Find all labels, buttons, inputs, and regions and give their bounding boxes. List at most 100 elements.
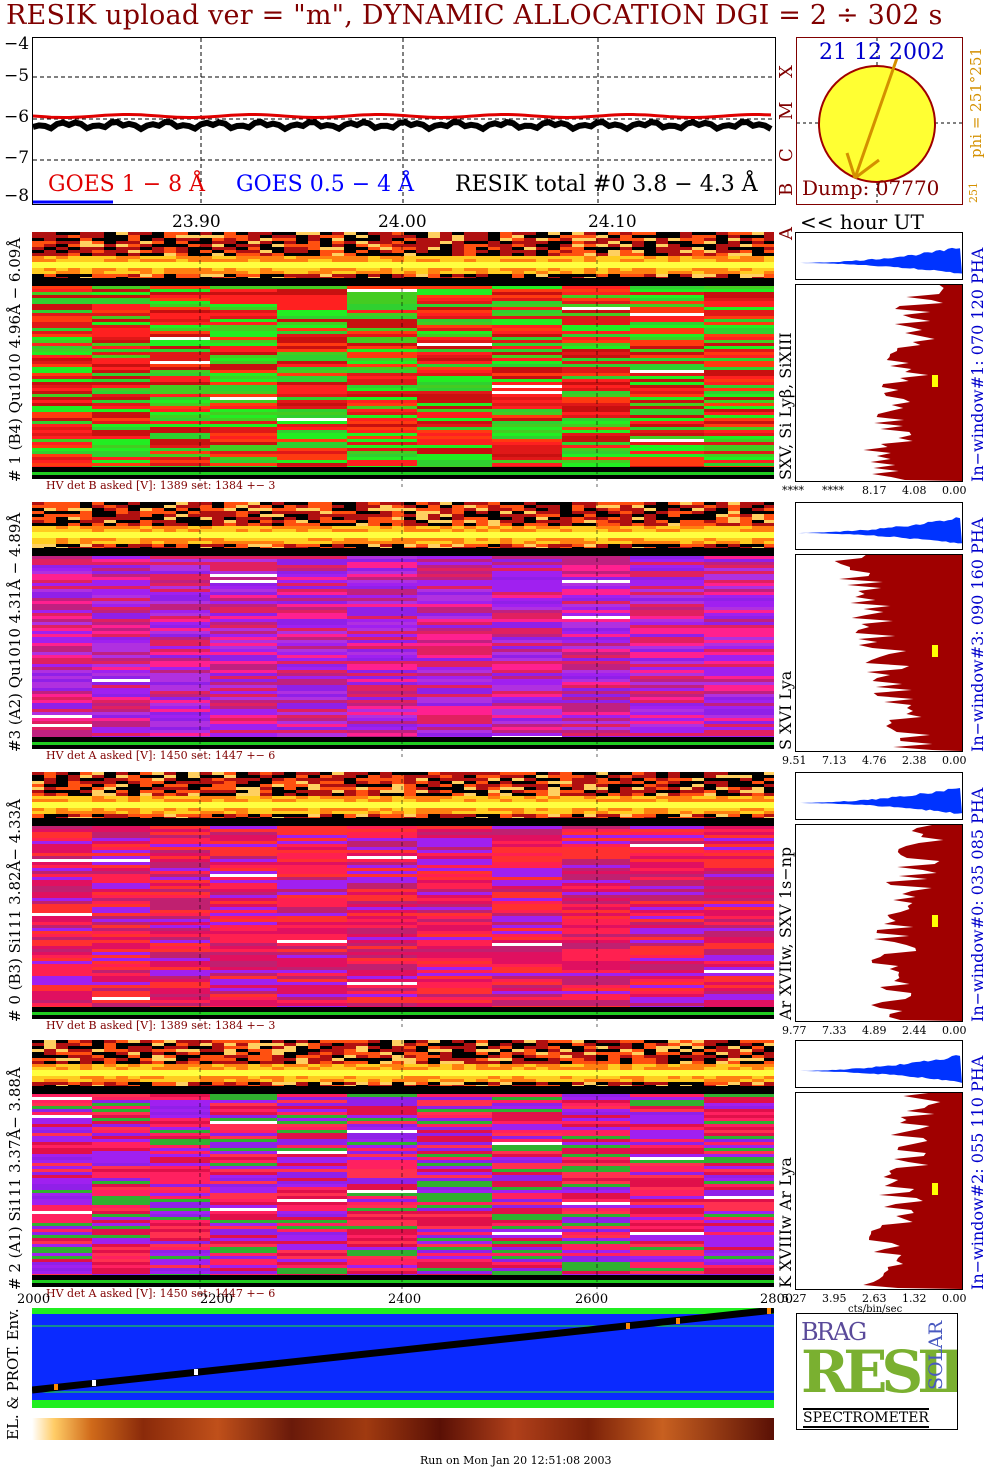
pha-histogram-large bbox=[795, 824, 963, 1022]
pha-histogram-small bbox=[795, 772, 963, 820]
hv-status: HV det B asked [V]: 1389 set: 1384 +− 3 bbox=[46, 479, 276, 492]
class-letter: C bbox=[776, 148, 797, 162]
spectrogram-image bbox=[32, 1040, 774, 1295]
histogram-tick: 5.27 bbox=[782, 1292, 807, 1305]
line-identifier: K XVIIIw Ar Lya bbox=[776, 1157, 795, 1288]
sun-panel: 21 12 2002 Dump: 07770 bbox=[796, 37, 963, 205]
histogram-tick: 0.00 bbox=[942, 1292, 967, 1305]
channel-label: # 2 (A1) Si111 3.37Å− 3.88Å bbox=[6, 1067, 24, 1290]
hour-tick: 24.00 bbox=[378, 212, 427, 232]
bottom-tick: 2000 bbox=[17, 1292, 51, 1307]
sun-pointer bbox=[854, 158, 880, 180]
histogram-tick: 4.89 bbox=[862, 1024, 887, 1037]
histogram-tick: 4.76 bbox=[862, 754, 887, 767]
env-marker bbox=[194, 1369, 198, 1375]
channel-label: # 1 (B4) Qu1010 4.96Å − 6.09Å bbox=[6, 237, 24, 482]
pha-histogram-large bbox=[795, 284, 963, 482]
spectrogram-image bbox=[32, 232, 774, 487]
logo-side: SOLAR bbox=[925, 1320, 947, 1390]
env-marker bbox=[676, 1318, 680, 1324]
resik-logo: BRAG RESIK SOLAR SPECTROMETER bbox=[796, 1313, 958, 1430]
spectral-panel: HV det A asked [V]: 1450 set: 1447 +− 6 #… bbox=[0, 502, 1004, 767]
histogram-tick: **** bbox=[782, 484, 804, 497]
ytick-label: −7 bbox=[4, 148, 30, 168]
hour-tick: 24.10 bbox=[588, 212, 637, 232]
hour-tick: 23.90 bbox=[172, 212, 221, 232]
class-letter: B bbox=[776, 182, 797, 196]
ytick-label: −4 bbox=[4, 34, 30, 54]
environment-svg bbox=[32, 1308, 774, 1408]
histogram-tick: 0.00 bbox=[942, 754, 967, 767]
date-label: 21 12 2002 bbox=[819, 40, 945, 65]
env-marker bbox=[767, 1308, 771, 1314]
histogram-tick: 0.00 bbox=[942, 1024, 967, 1037]
hv-status: HV det B asked [V]: 1389 set: 1384 +− 3 bbox=[46, 1019, 276, 1032]
line-identifier: S XVI Lya bbox=[776, 670, 795, 750]
sun-svg bbox=[797, 38, 962, 204]
environment-plot bbox=[32, 1308, 774, 1408]
class-letter: M bbox=[776, 101, 797, 120]
env-marker bbox=[626, 1323, 630, 1329]
env-trend bbox=[32, 1308, 774, 1394]
goes-long-series bbox=[33, 113, 772, 120]
sun-pointer bbox=[845, 152, 857, 179]
hour-label: << hour UT bbox=[800, 210, 924, 234]
legend-goes-long: GOES 1 − 8 Å bbox=[48, 172, 206, 197]
sun-disk bbox=[818, 65, 936, 183]
histogram-tick: 2.38 bbox=[902, 754, 927, 767]
spectral-panel: HV det B asked [V]: 1389 set: 1384 +− 3 #… bbox=[0, 232, 1004, 497]
goes-class-column: X M C B A bbox=[776, 30, 797, 240]
cts-label: cts/bin/sec bbox=[848, 1304, 903, 1315]
legend-resik-total: RESIK total #0 3.8 − 4.3 Å bbox=[455, 172, 758, 197]
env-marker bbox=[54, 1384, 58, 1390]
line-identifier: SXV, Si Lyβ, SiXIII bbox=[776, 332, 795, 480]
pha-histogram-small bbox=[795, 1040, 963, 1088]
histogram-tick: **** bbox=[822, 484, 844, 497]
lightcurve-svg bbox=[33, 38, 775, 204]
channel-label: # 0 (B3) Si111 3.82Å− 4.33Å bbox=[6, 799, 24, 1022]
ytick-label: −6 bbox=[4, 107, 30, 127]
env-band bbox=[32, 1400, 774, 1408]
pha-histogram-large bbox=[795, 1092, 963, 1290]
histogram-tick: 3.95 bbox=[822, 1292, 847, 1305]
phi-label: phi = 251°251 bbox=[967, 47, 985, 158]
env-marker bbox=[92, 1380, 96, 1386]
logo-brand: RESIK bbox=[801, 1338, 957, 1406]
hv-status: HV det A asked [V]: 1450 set: 1447 +− 6 bbox=[46, 749, 276, 762]
histogram-tick: 1.32 bbox=[902, 1292, 927, 1305]
lightcurve-plot bbox=[32, 37, 776, 205]
spectrogram-image bbox=[32, 772, 774, 1027]
bottom-tick: 2200 bbox=[200, 1292, 234, 1307]
spectral-panel: HV det B asked [V]: 1389 set: 1384 +− 3 #… bbox=[0, 772, 1004, 1037]
logo-top: BRAG bbox=[801, 1318, 867, 1346]
histogram-tick: 0.00 bbox=[942, 484, 967, 497]
logo-bottom: SPECTROMETER bbox=[803, 1408, 929, 1428]
histogram-tick: 9.77 bbox=[782, 1024, 807, 1037]
window-label: In−window#2: 055 110 PHA bbox=[968, 1055, 987, 1290]
histogram-tick: 7.33 bbox=[822, 1024, 847, 1037]
pha-histogram-small bbox=[795, 232, 963, 280]
histogram-tick: 7.13 bbox=[822, 754, 847, 767]
window-label: In−window#1: 070 120 PHA bbox=[968, 247, 987, 482]
phi-small: 251 bbox=[967, 182, 980, 203]
pha-histogram-large bbox=[795, 554, 963, 752]
bottom-tick: 2800 bbox=[760, 1292, 794, 1307]
sun-pointer bbox=[853, 57, 899, 179]
window-label: In−window#0: 035 085 PHA bbox=[968, 787, 987, 1022]
run-label: Run on Mon Jan 20 12:51:08 2003 bbox=[420, 1454, 612, 1467]
page-title: RESIK upload ver = "m", DYNAMIC ALLOCATI… bbox=[6, 0, 943, 31]
pha-histogram-small bbox=[795, 502, 963, 550]
env-label: EL. & PROT. Env. bbox=[4, 1308, 22, 1440]
spectrogram-image bbox=[32, 502, 774, 757]
legend-goes-short: GOES 0.5 − 4 Å bbox=[236, 172, 415, 197]
class-letter: X bbox=[776, 65, 797, 78]
hv-status: HV det A asked [V]: 1450 set: 1447 +− 6 bbox=[46, 1287, 276, 1300]
histogram-tick: 2.63 bbox=[862, 1292, 887, 1305]
histogram-tick: 8.17 bbox=[862, 484, 887, 497]
histogram-tick: 9.51 bbox=[782, 754, 807, 767]
ytick-label: −5 bbox=[4, 66, 30, 86]
histogram-tick: 2.44 bbox=[902, 1024, 927, 1037]
dump-label: Dump: 07770 bbox=[802, 176, 940, 200]
line-identifier: Ar XVIIw, SXV 1s−np bbox=[776, 846, 795, 1020]
bottom-tick: 2400 bbox=[388, 1292, 422, 1307]
